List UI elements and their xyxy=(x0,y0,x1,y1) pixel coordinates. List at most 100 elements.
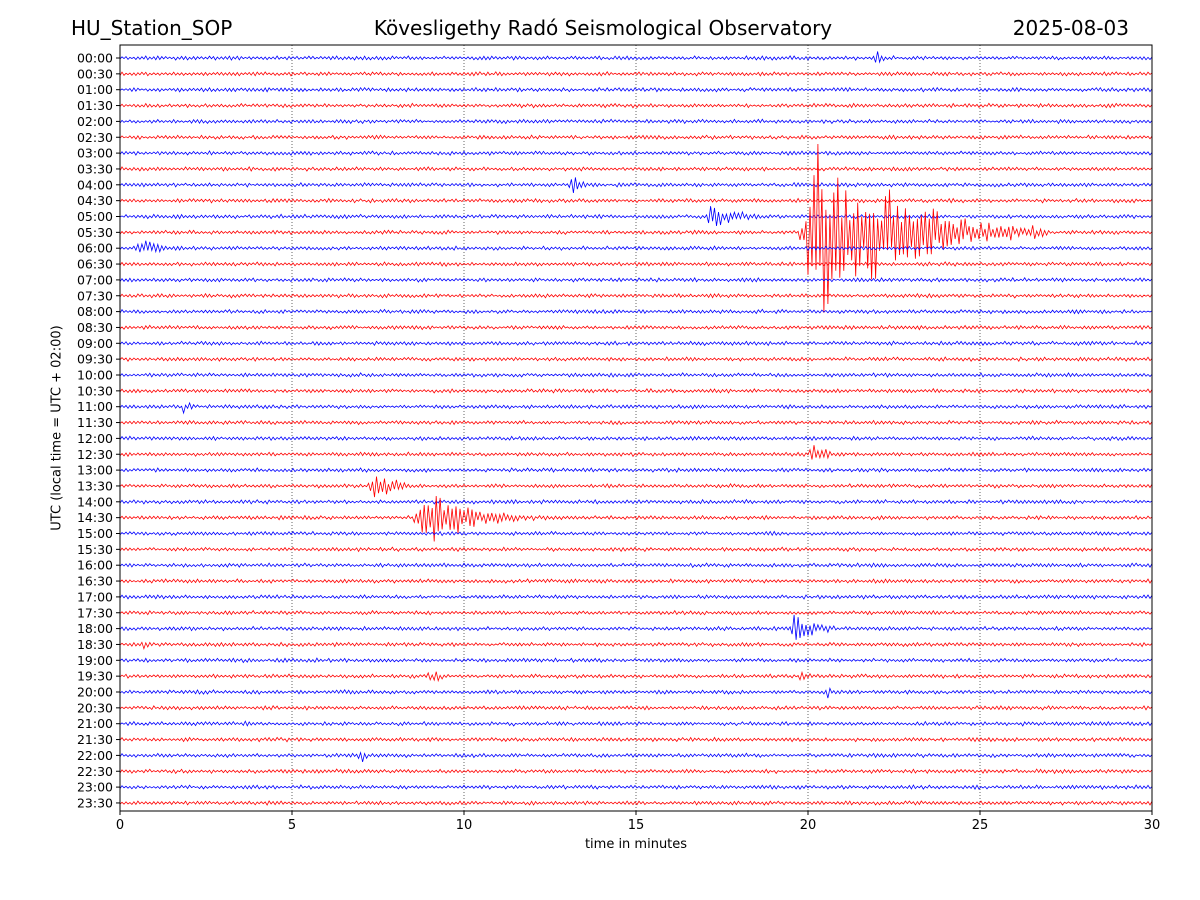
trace-0830 xyxy=(119,324,1153,331)
y-tick-label: 15:30 xyxy=(77,542,113,557)
y-tick-label: 13:00 xyxy=(77,463,113,478)
y-tick-label: 12:00 xyxy=(77,431,113,446)
y-tick-label: 18:30 xyxy=(77,637,113,652)
y-tick-label: 03:30 xyxy=(77,161,113,176)
y-tick-label: 16:30 xyxy=(77,574,113,589)
trace-1800 xyxy=(119,614,1153,640)
x-tick-label: 0 xyxy=(116,818,124,833)
y-tick-label: 05:30 xyxy=(77,225,113,240)
chart-date: 2025-08-03 xyxy=(1012,16,1129,40)
trace-1600 xyxy=(119,562,1153,569)
y-tick-label: 01:00 xyxy=(77,82,113,97)
trace-2000 xyxy=(119,686,1153,699)
y-tick-label: 14:00 xyxy=(77,494,113,509)
trace-0130 xyxy=(119,102,1153,109)
y-tick-label: 03:00 xyxy=(77,146,113,161)
trace-0500 xyxy=(119,206,1153,226)
chart-title: Kövesligethy Radó Seismological Observat… xyxy=(373,16,833,40)
y-tick-label: 20:00 xyxy=(77,685,113,700)
trace-1300 xyxy=(119,467,1153,473)
trace-0330 xyxy=(119,165,1153,172)
trace-2300 xyxy=(119,784,1153,791)
trace-2100 xyxy=(119,720,1153,727)
trace-2200 xyxy=(119,751,1153,762)
y-tick-label: 14:30 xyxy=(77,510,113,525)
trace-1430 xyxy=(119,495,1153,542)
trace-2130 xyxy=(119,736,1153,743)
x-tick-label: 25 xyxy=(972,818,989,833)
y-tick-label: 09:00 xyxy=(77,336,113,351)
trace-1730 xyxy=(119,609,1153,616)
x-tick-label: 5 xyxy=(288,818,296,833)
trace-1330 xyxy=(119,476,1153,498)
y-tick-label: 19:30 xyxy=(77,669,113,684)
x-ticks: 0 5 10 15 20 25 30 xyxy=(116,811,1160,833)
y-tick-label: 07:30 xyxy=(77,288,113,303)
trace-0530 xyxy=(119,143,1153,313)
trace-1100 xyxy=(119,401,1153,415)
trace-2230 xyxy=(119,768,1153,775)
y-tick-label: 11:30 xyxy=(77,415,113,430)
y-tick-label: 13:30 xyxy=(77,478,113,493)
y-tick-label: 02:00 xyxy=(77,114,113,129)
trace-1830 xyxy=(119,641,1153,651)
trace-0030 xyxy=(119,71,1153,77)
y-tick-label: 09:30 xyxy=(77,352,113,367)
y-tick-label: 18:00 xyxy=(77,621,113,636)
x-tick-label: 30 xyxy=(1144,818,1161,833)
trace-0100 xyxy=(119,86,1153,93)
trace-1930 xyxy=(119,670,1153,683)
y-tick-label: 07:00 xyxy=(77,272,113,287)
trace-2030 xyxy=(119,705,1153,711)
trace-1700 xyxy=(119,594,1153,600)
trace-0300 xyxy=(119,150,1153,157)
trace-1130 xyxy=(119,419,1153,426)
y-tick-label: 05:00 xyxy=(77,209,113,224)
y-tick-label: 04:30 xyxy=(77,193,113,208)
trace-1900 xyxy=(119,657,1153,664)
y-tick-label: 22:00 xyxy=(77,748,113,763)
y-tick-label: 00:30 xyxy=(77,66,113,81)
x-tick-label: 20 xyxy=(800,818,817,833)
y-tick-label: 10:30 xyxy=(77,383,113,398)
trace-1630 xyxy=(119,578,1153,584)
y-tick-label: 12:30 xyxy=(77,447,113,462)
trace-2330 xyxy=(119,800,1153,806)
y-tick-label: 21:30 xyxy=(77,732,113,747)
trace-1000 xyxy=(119,372,1153,378)
y-tick-label: 22:30 xyxy=(77,764,113,779)
trace-0700 xyxy=(119,277,1153,283)
y-tick-label: 23:00 xyxy=(77,780,113,795)
y-tick-label: 08:30 xyxy=(77,320,113,335)
trace-0930 xyxy=(119,356,1153,362)
trace-0900 xyxy=(119,340,1153,347)
trace-0200 xyxy=(119,118,1153,125)
y-tick-label: 20:30 xyxy=(77,700,113,715)
y-tick-label: 00:00 xyxy=(77,51,113,66)
grid-lines xyxy=(291,45,981,811)
y-tick-label: 16:00 xyxy=(77,558,113,573)
y-tick-label: 23:30 xyxy=(77,795,113,810)
trace-0400 xyxy=(119,177,1153,194)
trace-0730 xyxy=(119,292,1153,299)
trace-1200 xyxy=(119,435,1153,442)
y-tick-label: 04:00 xyxy=(77,177,113,192)
y-tick-label: 10:00 xyxy=(77,368,113,383)
trace-0630 xyxy=(119,261,1153,267)
station-name: HU_Station_SOP xyxy=(71,16,233,40)
x-tick-label: 10 xyxy=(456,818,473,833)
trace-0000 xyxy=(119,51,1153,64)
y-tick-label: 21:00 xyxy=(77,716,113,731)
traces xyxy=(119,51,1153,806)
y-tick-label: 02:30 xyxy=(77,130,113,145)
y-tick-label: 08:00 xyxy=(77,304,113,319)
y-ticks: 00:0000:3001:0001:3002:0002:3003:0003:30… xyxy=(77,51,120,810)
x-axis-label: time in minutes xyxy=(584,837,688,852)
y-tick-label: 06:30 xyxy=(77,257,113,272)
y-tick-label: 11:00 xyxy=(77,399,113,414)
y-tick-label: 17:30 xyxy=(77,605,113,620)
y-tick-label: 01:30 xyxy=(77,98,113,113)
y-tick-label: 06:00 xyxy=(77,241,113,256)
y-tick-label: 17:00 xyxy=(77,589,113,604)
